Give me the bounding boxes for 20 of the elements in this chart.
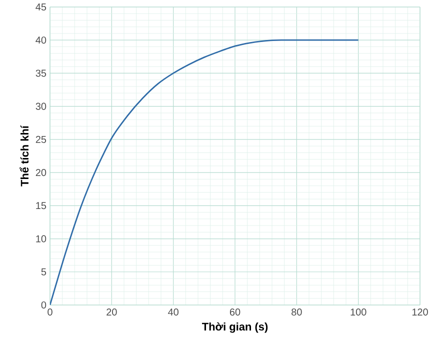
line-series	[50, 39, 360, 305]
y-tick-label: 30	[36, 102, 46, 110]
y-tick-label: 10	[36, 235, 46, 242]
y-tick-label: 15	[36, 202, 46, 210]
x-tick-label: 40	[168, 308, 178, 316]
x-tick-label: 60	[230, 308, 240, 316]
y-tick-label: 25	[36, 136, 46, 143]
y-tick-label: 40	[36, 36, 46, 44]
x-axis-title: Thời gian (s)	[202, 322, 268, 333]
y-tick-label: 5	[41, 268, 46, 276]
x-tick-label: 0	[48, 308, 52, 316]
y-axis-title: Thể tích khí	[20, 125, 29, 186]
x-tick-label: 20	[106, 308, 117, 316]
y-tick-label: 45	[36, 4, 46, 10]
x-tick-label: 100	[350, 308, 366, 316]
x-tick-label: 120	[412, 308, 428, 316]
x-tick-label: 80	[292, 308, 302, 316]
y-tick-label: 0	[41, 301, 46, 309]
y-tick-label: 20	[36, 169, 46, 176]
y-tick-label: 35	[36, 70, 46, 77]
